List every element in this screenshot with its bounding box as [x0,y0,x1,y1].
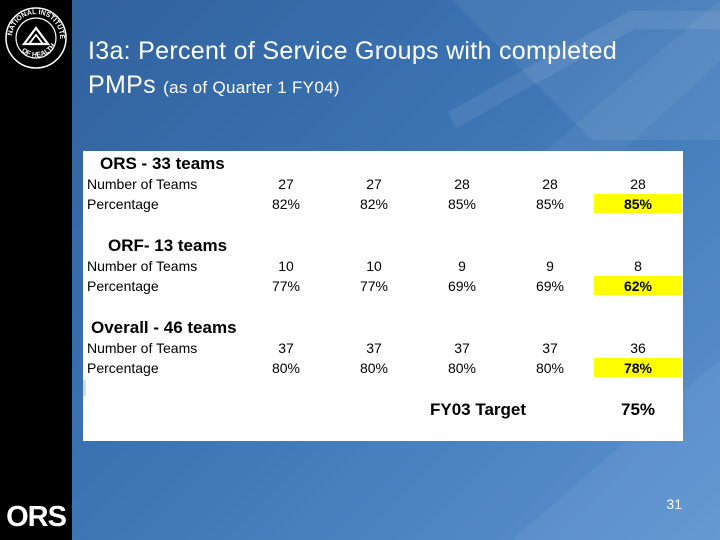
table-cell: 27 [278,176,294,192]
row-label: Percentage [87,360,159,376]
table-cell: 8 [634,258,642,274]
table-cell: 28 [630,176,646,192]
highlight-cell [594,276,682,295]
highlighted-value: 62% [623,278,653,294]
row-label: Number of Teams [87,176,198,192]
table-cell: 9 [458,258,466,274]
table-cell: 82% [359,196,389,212]
table-cell: 69% [535,278,565,294]
cell-edge-mark [83,380,86,396]
table-cell: 85% [447,196,477,212]
title-main: I3a: Percent of Service Groups with comp… [88,37,618,99]
section-title-orf: ORF- 13 teams [108,236,228,255]
table-cell: 80% [271,360,301,376]
table-cell: 37 [542,340,558,356]
table-cell: 85% [535,196,565,212]
row-label: Number of Teams [87,340,198,356]
section-title-ors: ORS - 33 teams [100,154,225,173]
highlighted-value: 78% [623,360,653,376]
row-label: Percentage [87,278,159,294]
slide-title: I3a: Percent of Service Groups with comp… [88,34,688,105]
table-cell: 10 [366,258,382,274]
target-value: 75% [620,400,656,419]
highlighted-value: 85% [623,196,653,212]
title-sub: (as of Quarter 1 FY04) [163,78,340,97]
row-label: Number of Teams [87,258,198,274]
table-cell: 80% [535,360,565,376]
data-table: ORS - 33 teams Number of Teams 27 27 28 … [83,151,683,441]
page-number: 31 [666,496,682,512]
table-cell: 37 [278,340,294,356]
table-cell: 10 [278,258,294,274]
table-cell: 37 [454,340,470,356]
table-cell: 77% [271,278,301,294]
section-title-overall: Overall - 46 teams [91,318,237,337]
table-cell: 28 [454,176,470,192]
table-cell: 36 [630,340,646,356]
highlight-cell [594,358,682,377]
ors-logo: ORS [6,501,67,533]
nih-seal-logo: NATIONAL INSTITUTES OF HEALTH [2,4,67,69]
table-cell: 80% [447,360,477,376]
table-cell: 28 [542,176,558,192]
table-cell: 37 [366,340,382,356]
highlight-cell [594,194,682,213]
table-cell: 82% [271,196,301,212]
table-cell: 27 [366,176,382,192]
table-cell: 80% [359,360,389,376]
table-cell: 77% [359,278,389,294]
table-cell: 69% [447,278,477,294]
table-cell: 9 [546,258,554,274]
left-sidebar: NATIONAL INSTITUTES OF HEALTH ORS [0,0,72,540]
row-label: Percentage [87,196,159,212]
target-label: FY03 Target [429,400,527,419]
